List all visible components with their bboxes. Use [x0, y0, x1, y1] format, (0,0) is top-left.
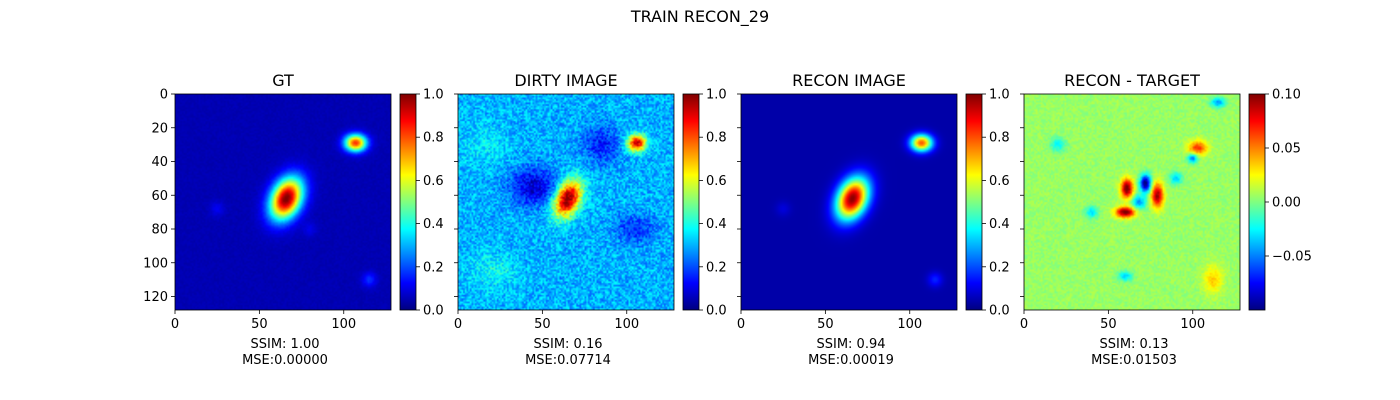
colorbar-tick-label: 1.0 — [989, 88, 1010, 103]
colorbar — [399, 93, 417, 311]
colorbar-tick-label: 1.0 — [706, 88, 727, 103]
ssim-caption: SSIM: 0.94 — [816, 337, 885, 352]
x-tick-label: 50 — [817, 317, 834, 332]
colorbar-tick-label: 0.10 — [1272, 88, 1301, 103]
panel-4: RECON - TARGET 0 50 100 0.10 0.05 0.00 −0.05 SSI… — [1020, 71, 1312, 368]
x-tick-label: 50 — [1100, 317, 1117, 332]
x-tick-label: 100 — [1180, 317, 1205, 332]
colorbar-tick-label: 0.2 — [423, 260, 444, 275]
x-tick-label: 0 — [171, 317, 179, 332]
plot-frame — [457, 93, 675, 311]
colorbar-tick-label: 0.8 — [706, 131, 727, 146]
panel-title: GT — [272, 71, 294, 90]
colorbar — [682, 93, 700, 311]
heatmap-image — [741, 94, 957, 310]
ssim-caption: SSIM: 0.16 — [533, 337, 602, 352]
colorbar-tick-label: 0.8 — [989, 131, 1010, 146]
colorbar-tick-label: 0.05 — [1272, 142, 1301, 157]
x-tick-label: 0 — [737, 317, 745, 332]
colorbar-tick-label: 0.6 — [423, 174, 444, 189]
y-tick-label: 100 — [143, 256, 168, 271]
y-tick-label: 60 — [151, 189, 168, 204]
x-tick-label: 0 — [454, 317, 462, 332]
y-tick-label: 40 — [151, 155, 168, 170]
y-tick-label: 20 — [151, 121, 168, 136]
y-tick-label: 0 — [160, 88, 168, 103]
plot-frame — [1023, 93, 1241, 311]
x-tick-label: 100 — [897, 317, 922, 332]
colorbar-tick-label: 0.6 — [706, 174, 727, 189]
colorbar-tick-label: 0.00 — [1272, 196, 1301, 211]
mse-caption: MSE:0.01503 — [1091, 353, 1177, 368]
panel-3: RECON IMAGE 0 50 100 0.0 0.2 0.4 0.6 0.8 1.0 SSIM:… — [737, 71, 1010, 368]
mse-caption: MSE:0.00019 — [808, 353, 894, 368]
x-tick-label: 50 — [534, 317, 551, 332]
panel-1: GT 0 50 100 0 20 40 60 80 100 120 0.0 0.2 0.4 0.6 0.8 1.… — [143, 71, 444, 368]
colorbar-tick-label: 0.0 — [423, 304, 444, 319]
panels: GT 0 50 100 0 20 40 60 80 100 120 0.0 0.2 0.4 0.6 0.8 1.… — [143, 71, 1312, 368]
colorbar-tick-label: −0.05 — [1272, 250, 1312, 265]
colorbar-tick-label: 0.2 — [989, 260, 1010, 275]
colorbar-tick-label: 0.2 — [706, 260, 727, 275]
mse-caption: MSE:0.07714 — [525, 353, 611, 368]
colorbar-tick-label: 0.6 — [989, 174, 1010, 189]
panel-title: RECON IMAGE — [792, 71, 906, 90]
x-tick-label: 0 — [1020, 317, 1028, 332]
colorbar-tick-label: 1.0 — [423, 88, 444, 103]
ssim-caption: SSIM: 1.00 — [250, 337, 319, 352]
x-tick-label: 100 — [614, 317, 639, 332]
ssim-caption: SSIM: 0.13 — [1099, 337, 1168, 352]
colorbar-tick-label: 0.4 — [423, 217, 444, 232]
panel-2: DIRTY IMAGE 0 50 100 0.0 0.2 0.4 0.6 0.8 1.0 SSIM:… — [454, 71, 727, 368]
heatmap-image — [1024, 94, 1240, 310]
panel-title: RECON - TARGET — [1064, 71, 1200, 90]
heatmap-image — [175, 94, 391, 310]
panel-title: DIRTY IMAGE — [514, 71, 617, 90]
colorbar — [1248, 93, 1266, 311]
colorbar-tick-label: 0.0 — [706, 304, 727, 319]
y-tick-label: 80 — [151, 223, 168, 238]
colorbar — [965, 93, 983, 311]
figure-title: TRAIN RECON_29 — [630, 7, 769, 27]
colorbar-tick-label: 0.8 — [423, 131, 444, 146]
x-tick-label: 50 — [251, 317, 268, 332]
heatmap-image — [458, 94, 674, 310]
colorbar-tick-label: 0.0 — [989, 304, 1010, 319]
y-tick-label: 120 — [143, 290, 168, 305]
colorbar-tick-label: 0.4 — [989, 217, 1010, 232]
x-tick-label: 100 — [331, 317, 356, 332]
plot-frame — [740, 93, 958, 311]
plot-frame — [174, 93, 392, 311]
colorbar-tick-label: 0.4 — [706, 217, 727, 232]
mse-caption: MSE:0.00000 — [242, 353, 328, 368]
